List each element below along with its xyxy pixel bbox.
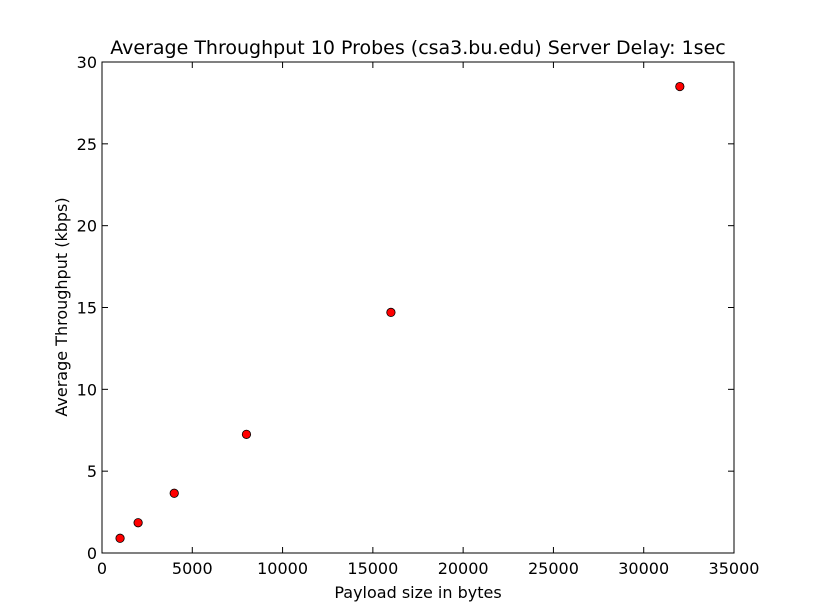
chart-title: Average Throughput 10 Probes (csa3.bu.ed…	[110, 37, 725, 59]
x-axis-label: Payload size in bytes	[334, 583, 501, 602]
x-tick-label: 5000	[172, 559, 213, 578]
x-axis: 0 5000 10000 15000 20000 25000 30000 35000	[97, 62, 760, 578]
x-tick-label: 25000	[528, 559, 579, 578]
data-point	[241, 429, 252, 439]
y-tick-label: 0	[87, 544, 97, 563]
data-point	[115, 533, 125, 543]
data-point	[169, 488, 179, 498]
data-point	[386, 307, 396, 318]
plot-frame	[101, 61, 735, 554]
x-tick-label: 10000	[257, 559, 308, 578]
y-axis-label: Average Throughput (kbps)	[52, 197, 71, 416]
data-point	[675, 81, 685, 92]
x-tick-label: 20000	[438, 559, 489, 578]
y-tick-label: 10	[77, 380, 97, 399]
x-tick-label: 35000	[709, 559, 760, 578]
y-tick-label: 15	[77, 299, 97, 318]
x-tick-label: 30000	[618, 559, 669, 578]
y-axis: 0 5 10 15 20 25 30	[77, 53, 734, 563]
data-points	[115, 81, 685, 543]
x-tick-label: 15000	[347, 559, 398, 578]
y-tick-label: 20	[77, 217, 97, 236]
data-point	[133, 518, 143, 528]
x-tick-label: 0	[97, 559, 107, 578]
y-tick-label: 5	[87, 462, 97, 481]
plot-area	[101, 61, 735, 554]
y-tick-label: 25	[77, 135, 97, 154]
y-tick-label: 30	[77, 53, 97, 72]
